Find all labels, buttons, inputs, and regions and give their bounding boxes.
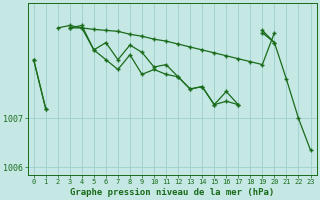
X-axis label: Graphe pression niveau de la mer (hPa): Graphe pression niveau de la mer (hPa) bbox=[70, 188, 274, 197]
